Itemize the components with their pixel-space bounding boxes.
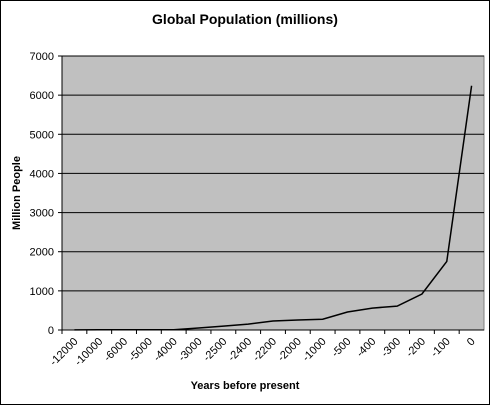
y-tick-label: 5000 (30, 129, 54, 141)
x-axis-label: Years before present (191, 380, 300, 392)
plot-background (61, 55, 485, 331)
y-tick-label: 0 (48, 325, 54, 337)
y-tick-label: 3000 (30, 208, 54, 220)
y-axis-label: Million People (11, 156, 23, 230)
y-tick-label: 2000 (30, 247, 54, 259)
y-tick-label: 6000 (30, 90, 54, 102)
series-line (74, 85, 473, 331)
y-tick-label: 1000 (30, 286, 54, 298)
y-tick-label: 7000 (30, 51, 54, 63)
y-tick-label: 4000 (30, 168, 54, 180)
chart-title: Global Population (millions) (152, 11, 338, 27)
